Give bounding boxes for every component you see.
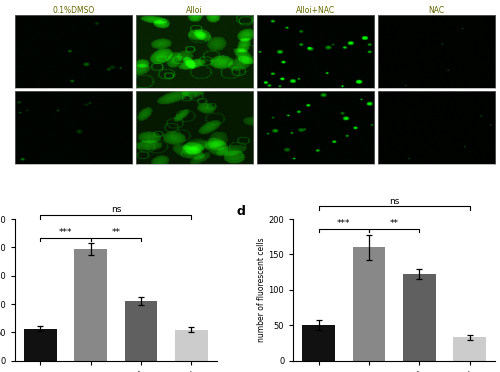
Text: ns: ns <box>389 196 400 206</box>
Text: **: ** <box>390 219 398 228</box>
Bar <box>352 247 386 361</box>
Bar <box>302 326 335 361</box>
Bar <box>124 301 158 361</box>
Title: 0.1%DMSO: 0.1%DMSO <box>52 6 95 15</box>
Text: **: ** <box>112 228 120 237</box>
Y-axis label: number of fluorescent cells: number of fluorescent cells <box>257 238 266 342</box>
Text: ns: ns <box>110 205 121 214</box>
Bar <box>175 330 208 361</box>
Text: ***: *** <box>58 228 72 237</box>
Title: Alloi+NAC: Alloi+NAC <box>296 6 335 15</box>
Text: d: d <box>237 205 246 218</box>
Text: ***: *** <box>337 219 350 228</box>
Title: NAC: NAC <box>428 6 444 15</box>
Title: Alloi: Alloi <box>186 6 203 15</box>
Bar <box>403 274 436 361</box>
Bar <box>24 328 56 361</box>
Bar <box>74 249 107 361</box>
Bar <box>454 337 486 361</box>
